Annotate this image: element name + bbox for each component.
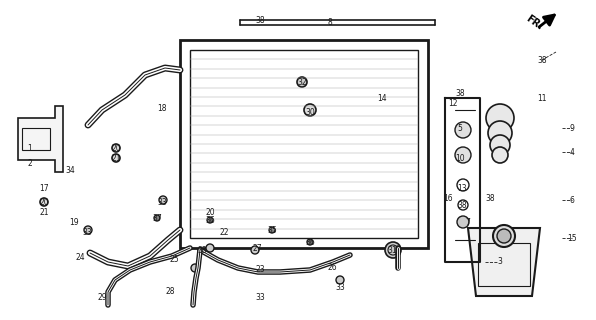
- Circle shape: [336, 276, 344, 284]
- Circle shape: [497, 229, 511, 243]
- Circle shape: [191, 264, 199, 272]
- Text: 21: 21: [39, 207, 49, 217]
- Text: 5: 5: [458, 124, 462, 132]
- Circle shape: [112, 144, 120, 152]
- Circle shape: [251, 246, 259, 254]
- Text: 37: 37: [152, 213, 162, 222]
- Bar: [478, 243, 530, 286]
- Text: 22: 22: [219, 228, 229, 236]
- Text: FR.: FR.: [524, 14, 544, 32]
- Text: 34: 34: [65, 165, 75, 174]
- Polygon shape: [18, 106, 63, 172]
- Circle shape: [207, 217, 213, 223]
- Text: 20: 20: [205, 207, 215, 217]
- Text: 33: 33: [255, 292, 265, 301]
- Text: 38: 38: [457, 201, 467, 210]
- Text: 38: 38: [537, 55, 547, 65]
- Circle shape: [297, 77, 307, 87]
- Text: 19: 19: [69, 218, 79, 227]
- Text: 23: 23: [255, 266, 265, 275]
- Bar: [180, 40, 428, 248]
- Polygon shape: [468, 228, 540, 296]
- Text: 33: 33: [335, 283, 345, 292]
- Text: 36: 36: [305, 237, 315, 246]
- Circle shape: [112, 154, 120, 162]
- Text: 20: 20: [111, 143, 121, 153]
- Text: 10: 10: [455, 154, 465, 163]
- Circle shape: [455, 147, 471, 163]
- Text: 38: 38: [455, 89, 465, 98]
- Text: 30: 30: [305, 108, 315, 116]
- Text: 1: 1: [27, 143, 32, 153]
- Text: 15: 15: [567, 234, 577, 243]
- Circle shape: [385, 242, 401, 258]
- Text: 13: 13: [457, 183, 467, 193]
- Text: 35: 35: [267, 226, 277, 235]
- Text: 38: 38: [485, 194, 495, 203]
- Circle shape: [457, 216, 469, 228]
- Text: 33: 33: [82, 228, 92, 236]
- Text: 9: 9: [570, 124, 575, 132]
- Circle shape: [269, 227, 275, 233]
- Text: 25: 25: [169, 255, 179, 265]
- Text: 21: 21: [111, 154, 121, 163]
- Text: 27: 27: [252, 244, 262, 252]
- Circle shape: [455, 122, 471, 138]
- Circle shape: [40, 198, 48, 206]
- Text: 14: 14: [377, 93, 387, 102]
- Circle shape: [492, 147, 508, 163]
- Circle shape: [493, 225, 515, 247]
- Text: 16: 16: [443, 194, 453, 203]
- Circle shape: [488, 121, 512, 145]
- Text: 33: 33: [157, 197, 167, 206]
- Text: 26: 26: [327, 263, 337, 273]
- Text: 38: 38: [255, 15, 265, 25]
- Text: 24: 24: [75, 253, 85, 262]
- Text: 12: 12: [448, 99, 458, 108]
- Text: 28: 28: [165, 287, 175, 297]
- Circle shape: [307, 239, 313, 245]
- Text: 2: 2: [27, 158, 32, 167]
- Text: 20: 20: [39, 197, 49, 206]
- Text: 11: 11: [537, 93, 547, 102]
- Bar: [22, 128, 50, 150]
- Circle shape: [486, 104, 514, 132]
- Circle shape: [159, 196, 167, 204]
- Text: 36: 36: [205, 215, 215, 225]
- Text: 6: 6: [570, 196, 575, 204]
- Circle shape: [304, 104, 316, 116]
- Circle shape: [84, 226, 92, 234]
- Text: 33: 33: [197, 245, 207, 254]
- Bar: [190, 50, 418, 238]
- Circle shape: [206, 244, 214, 252]
- Text: 4: 4: [570, 148, 575, 156]
- Text: 8: 8: [328, 18, 333, 27]
- Text: 17: 17: [39, 183, 49, 193]
- Text: 32: 32: [297, 77, 307, 86]
- Circle shape: [154, 215, 160, 221]
- Circle shape: [490, 135, 510, 155]
- Text: 29: 29: [97, 293, 107, 302]
- Text: 18: 18: [157, 103, 167, 113]
- Text: 31: 31: [387, 245, 397, 254]
- Text: 3: 3: [498, 258, 502, 267]
- Text: 7: 7: [465, 218, 470, 227]
